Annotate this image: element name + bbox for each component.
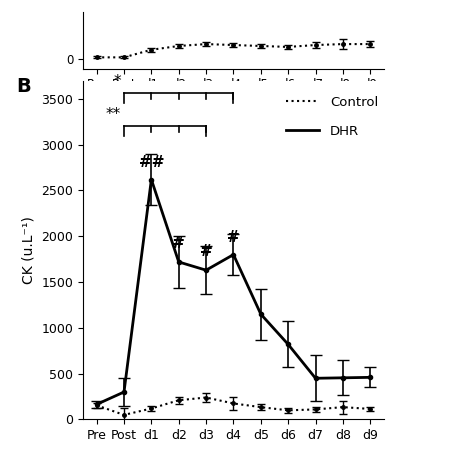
Text: #: # bbox=[173, 236, 185, 251]
Legend: Control, DHR: Control, DHR bbox=[281, 91, 383, 143]
Text: ##: ## bbox=[138, 155, 164, 170]
Text: #: # bbox=[200, 244, 212, 259]
Text: *: * bbox=[114, 74, 121, 89]
Text: **: ** bbox=[106, 107, 121, 122]
Y-axis label: CK (u.L⁻¹): CK (u.L⁻¹) bbox=[22, 216, 36, 284]
Text: B: B bbox=[17, 77, 31, 96]
Text: #: # bbox=[227, 229, 240, 245]
